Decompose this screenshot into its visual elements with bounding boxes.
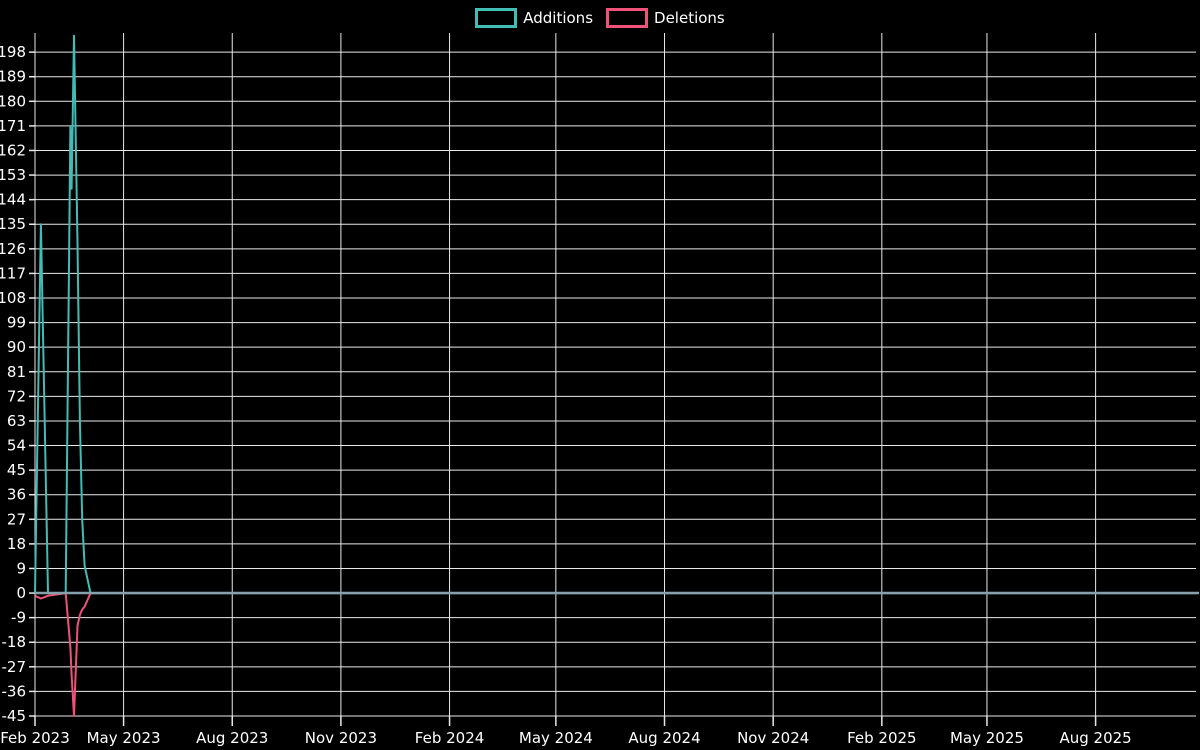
y-tick-label: 18: [7, 535, 26, 553]
y-tick-label: 90: [7, 338, 26, 356]
legend-item-deletions[interactable]: Deletions: [606, 8, 725, 28]
x-tick-label: Aug 2025: [1059, 729, 1131, 747]
y-tick-label: 108: [0, 289, 26, 307]
y-tick-label: 72: [7, 387, 26, 405]
x-tick-label: Nov 2023: [305, 729, 377, 747]
y-tick-label: 117: [0, 264, 26, 282]
y-tick-label: 45: [7, 461, 26, 479]
additions-swatch-icon: [475, 8, 518, 28]
y-tick-label: 135: [0, 215, 26, 233]
y-tick-label: 27: [7, 510, 26, 528]
y-tick-label: 144: [0, 191, 26, 209]
y-tick-label: -45: [2, 707, 27, 725]
y-tick-label: 180: [0, 92, 26, 110]
y-tick-label: -27: [2, 658, 27, 676]
deletions-line[interactable]: [34, 592, 1196, 717]
x-tick-label: May 2023: [87, 729, 161, 747]
y-tick-label: 81: [7, 363, 26, 381]
x-tick-label: May 2025: [950, 729, 1024, 747]
chart-legend: Additions Deletions: [0, 8, 1200, 28]
legend-item-additions[interactable]: Additions: [475, 8, 593, 28]
y-tick-label: 99: [7, 314, 26, 332]
y-tick-label: 162: [0, 141, 26, 159]
y-tick-label: 171: [0, 117, 26, 135]
y-tick-label: 0: [16, 584, 26, 602]
additions-legend-label: Additions: [523, 9, 594, 27]
y-tick-label: -9: [11, 609, 26, 627]
y-tick-label: -18: [2, 633, 27, 651]
x-tick-label: May 2024: [519, 729, 593, 747]
x-tick-label: Nov 2024: [737, 729, 809, 747]
additions-line[interactable]: [34, 34, 1196, 595]
y-tick-label: 54: [7, 437, 26, 455]
x-tick-label: Aug 2023: [196, 729, 268, 747]
y-tick-label: 126: [0, 240, 26, 258]
y-tick-label: 198: [0, 43, 26, 61]
deletions-swatch-icon: [606, 8, 649, 28]
y-tick-label: 63: [7, 412, 26, 430]
deletions-legend-label: Deletions: [654, 9, 725, 27]
x-tick-label: Feb 2025: [847, 729, 917, 747]
x-tick-label: Feb 2023: [0, 729, 70, 747]
y-tick-label: 9: [16, 559, 26, 577]
x-tick-label: Feb 2024: [415, 729, 485, 747]
x-tick-label: Aug 2024: [628, 729, 700, 747]
y-tick-label: 153: [0, 166, 26, 184]
y-tick-label: 36: [7, 486, 26, 504]
y-tick-label: 189: [0, 68, 26, 86]
y-tick-label: -36: [2, 682, 27, 700]
